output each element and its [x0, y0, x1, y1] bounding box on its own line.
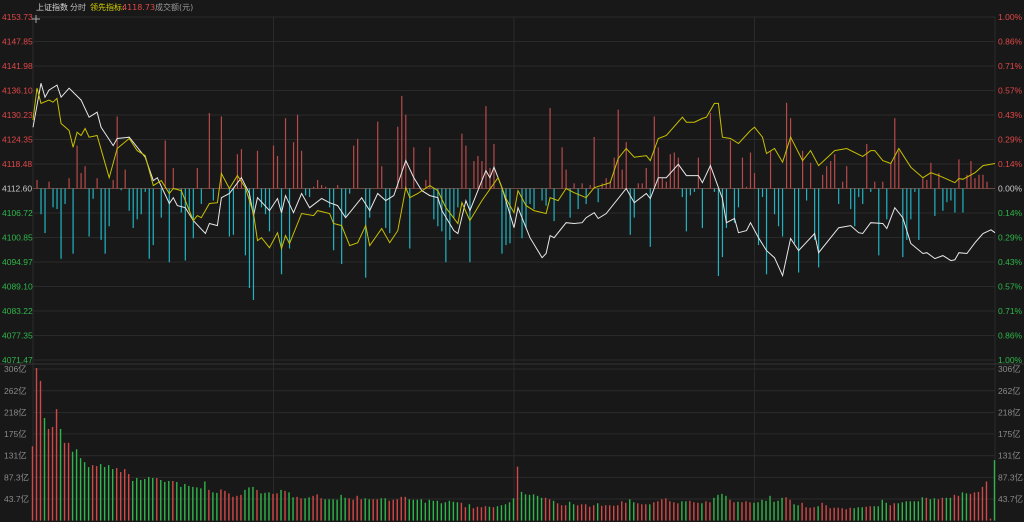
- price-tick-label: 4136.10: [2, 86, 33, 96]
- volume-tick-label-right: 131亿: [998, 451, 1021, 461]
- percent-tick-label: 0.57%: [998, 282, 1023, 292]
- price-tick-label: 4130.23: [2, 110, 33, 120]
- leading-indicator-value: 4118.73: [122, 3, 156, 12]
- percent-tick-label: 1.00%: [998, 355, 1023, 365]
- price-tick-label: 4124.35: [2, 135, 33, 145]
- volume-tick-label: 262亿: [4, 386, 27, 396]
- price-tick-label: 4100.85: [2, 233, 33, 243]
- percent-tick-label: 0.86%: [998, 331, 1023, 341]
- percent-tick-label: 0.14%: [998, 159, 1023, 169]
- volume-tick-label: 87.3亿: [4, 472, 29, 482]
- price-tick-label: 4089.10: [2, 282, 33, 292]
- price-lines: [32, 83, 996, 278]
- mode-tab[interactable]: 分时: [70, 3, 86, 12]
- percent-tick-label: 0.43%: [998, 257, 1023, 267]
- percent-tick-label: 0.71%: [998, 306, 1023, 316]
- price-tick-label: 4141.98: [2, 61, 33, 71]
- percent-tick-label: 1.00%: [998, 12, 1023, 22]
- volume-label: 成交额(元): [155, 3, 194, 12]
- percent-tick-label: 0.29%: [998, 233, 1023, 243]
- index-name[interactable]: 上证指数: [36, 3, 68, 12]
- volume-tick-label-right: 262亿: [998, 386, 1021, 396]
- axis-labels: 4153.73 1.00% 4147.85 0.86% 4141.98 0.71% 4136…: [2, 12, 1023, 504]
- price-tick-label: 4077.35: [2, 331, 33, 341]
- volume-tick-label: 306亿: [4, 364, 27, 374]
- percent-tick-label: 0.43%: [998, 110, 1023, 120]
- price-tick-label: 4094.97: [2, 257, 33, 267]
- price-tick-label: 4106.72: [2, 208, 33, 218]
- price-tick-label: 4071.47: [2, 355, 33, 365]
- volume-tick-label-right: 175亿: [998, 429, 1021, 439]
- volume-tick-label-right: 218亿: [998, 408, 1021, 418]
- percent-tick-label: 0.14%: [998, 208, 1023, 218]
- index-line: [32, 83, 996, 278]
- volume-bars: [31, 368, 996, 521]
- percent-tick-label: 0.71%: [998, 61, 1023, 71]
- price-tick-label: 4147.85: [2, 37, 33, 47]
- percent-tick-label: 0.29%: [998, 135, 1023, 145]
- price-tick-label: 4112.60: [2, 184, 32, 194]
- chart-header: 上证指数 分时 领先指标: 4118.73 成交额(元): [0, 0, 1024, 16]
- volume-tick-label: 218亿: [4, 408, 27, 418]
- volume-tick-label-right: 43.7亿: [998, 494, 1023, 504]
- price-tick-label: 4118.48: [2, 159, 32, 169]
- price-tick-label: 4083.22: [2, 306, 33, 316]
- price-tick-label: 4153.73: [2, 12, 33, 22]
- volume-tick-label-right: 306亿: [998, 364, 1021, 374]
- crosshair-cursor-icon: [32, 15, 40, 23]
- volume-tick-label: 43.7亿: [4, 494, 29, 504]
- leading-indicator-line: [32, 87, 996, 251]
- volume-tick-label-right: 87.3亿: [998, 472, 1023, 482]
- percent-tick-label: 0.00%: [998, 184, 1023, 194]
- volume-tick-label: 131亿: [4, 451, 27, 461]
- percent-tick-label: 0.86%: [998, 37, 1023, 47]
- leading-indicator-label: 领先指标:: [90, 3, 125, 12]
- volume-tick-label: 175亿: [4, 429, 27, 439]
- percent-tick-label: 0.57%: [998, 86, 1023, 96]
